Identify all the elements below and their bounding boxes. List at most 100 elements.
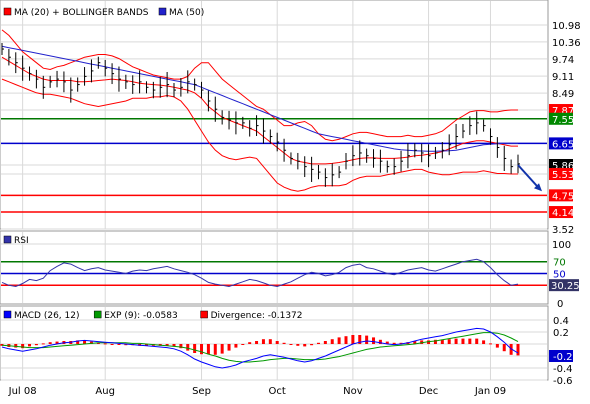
legend-swatch-exp xyxy=(93,310,102,319)
divergence-bar xyxy=(21,344,25,349)
divergence-bar xyxy=(495,344,499,348)
upper-bollinger-band xyxy=(1,29,518,142)
price-value-tag xyxy=(549,168,573,181)
price-value-tag-label: 4.75 xyxy=(552,191,574,202)
macd-value-tag xyxy=(549,350,573,362)
price-value-tag xyxy=(549,206,573,219)
divergence-bar xyxy=(303,344,307,347)
macd-tick-label: 0.4 xyxy=(553,316,569,327)
rsi-tick-label: 50 xyxy=(553,270,566,281)
divergence-bar xyxy=(165,344,169,346)
lower-bollinger-band xyxy=(1,78,518,192)
divergence-bar xyxy=(193,344,197,353)
rsi-tick-label: 70 xyxy=(553,258,566,269)
legend-layer: MA (20) + BOLLINGER BANDS MA (50) RSI MACD … xyxy=(3,7,303,321)
x-tick-label: Jul 08 xyxy=(8,386,37,397)
divergence-bar xyxy=(420,340,424,344)
price-panel-frame xyxy=(0,0,549,230)
divergence-bar xyxy=(378,339,382,344)
divergence-bar xyxy=(316,342,320,344)
divergence-bar xyxy=(89,341,93,344)
divergence-bar xyxy=(268,339,272,344)
divergence-bar xyxy=(83,340,87,344)
rsi-panel-frame xyxy=(0,230,549,305)
legend-swatch-ma20 xyxy=(3,7,12,16)
exp-line xyxy=(1,332,519,363)
legend-swatch-divergence xyxy=(200,310,208,319)
divergence-bar xyxy=(206,344,210,355)
rsi-line xyxy=(1,258,519,288)
legend-label-macd: MACD (26, 12) xyxy=(14,311,80,321)
x-tick-label: Jan 09 xyxy=(474,386,506,397)
divergence-bar xyxy=(186,344,190,351)
ma20-line xyxy=(1,56,518,165)
divergence-bar xyxy=(509,344,513,355)
divergence-bar xyxy=(440,339,444,344)
divergence-bar xyxy=(433,339,437,344)
price-tick-label: 9.11 xyxy=(552,72,574,83)
divergence-bar xyxy=(502,344,506,352)
divergence-bar xyxy=(330,339,334,344)
divergence-bar xyxy=(14,344,18,348)
divergence-bar xyxy=(289,344,293,345)
divergence-bar xyxy=(41,343,45,345)
divergence-bar xyxy=(468,338,472,344)
divergence-bar xyxy=(392,342,396,344)
divergence-bar xyxy=(48,342,52,344)
legend-label-divergence: Divergence: -0.1372 xyxy=(211,311,303,321)
price-value-tag-label: 4.14 xyxy=(552,208,574,219)
axis-layer: 10.98 10.36 9.74 9.11 8.49 3.52 7.877.55 6.65 5.… xyxy=(8,21,581,397)
divergence-bar xyxy=(344,336,348,344)
divergence-bar xyxy=(482,340,486,344)
divergence-bar xyxy=(427,340,431,344)
divergence-bar xyxy=(103,343,107,345)
divergence-bar xyxy=(28,344,32,347)
divergence-bar xyxy=(399,342,403,344)
macd-tick-label: -0.6 xyxy=(553,376,573,387)
price-tick-label: 8.49 xyxy=(552,89,574,100)
x-tick-label: Sep xyxy=(192,386,211,397)
price-tick-label: 3.52 xyxy=(552,225,574,236)
divergence-bar xyxy=(117,344,121,345)
legend-label-ma20: MA (20) + BOLLINGER BANDS xyxy=(14,8,149,18)
divergence-bar xyxy=(76,340,80,344)
divergence-bar xyxy=(248,342,252,344)
projection-arrowhead xyxy=(534,183,542,192)
divergence-bar xyxy=(516,344,520,356)
divergence-bar xyxy=(172,344,176,347)
x-tick-label: Nov xyxy=(343,386,363,397)
x-tick-label: Aug xyxy=(95,386,115,397)
price-value-tag-label: 7.87 xyxy=(552,106,574,117)
ma50-line xyxy=(1,45,518,152)
divergence-bar xyxy=(261,339,265,344)
divergence-bar xyxy=(351,335,355,344)
divergence-bar xyxy=(179,344,183,349)
divergence-bar xyxy=(385,341,389,344)
divergence-bar xyxy=(34,344,38,346)
legend-swatch-ma50 xyxy=(158,7,167,16)
divergence-bar xyxy=(488,343,492,345)
rsi-value-tag-label: 30.25 xyxy=(551,281,580,292)
divergence-bar xyxy=(241,344,245,345)
rsi-tick-label: 100 xyxy=(552,240,571,251)
price-value-tag xyxy=(549,158,573,171)
rsi-value-tag xyxy=(549,279,579,292)
price-tick-label: 10.36 xyxy=(552,38,581,49)
projection-arrow xyxy=(517,164,540,189)
price-value-tag xyxy=(549,189,573,202)
divergence-bar xyxy=(413,341,417,344)
divergence-bar xyxy=(323,341,327,344)
divergence-bar xyxy=(372,337,376,344)
macd-tick-label: 0.2 xyxy=(553,328,569,339)
legend-label-exp: EXP (9): -0.0583 xyxy=(104,311,178,321)
price-tick-label: 9.74 xyxy=(552,55,574,66)
divergence-bar xyxy=(227,344,231,351)
divergence-bar xyxy=(110,344,114,345)
macd-tick-label: -0.4 xyxy=(553,364,573,375)
price-value-tag xyxy=(549,112,573,125)
macd-layer xyxy=(0,327,520,369)
divergence-bar xyxy=(200,344,204,355)
price-value-tag-label: 5.86 xyxy=(552,161,574,172)
